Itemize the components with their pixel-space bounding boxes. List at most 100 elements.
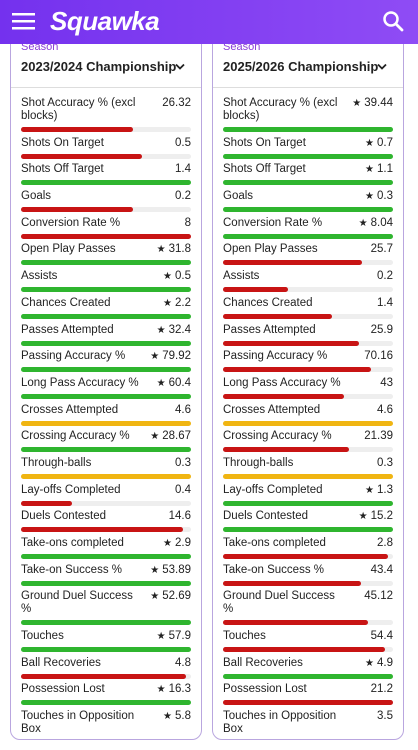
stat-line: Passes Attempted 25.9 — [223, 324, 393, 337]
stat-row: Ground Duel Success % 45.12 — [223, 590, 393, 630]
stat-list: Shot Accuracy % (excl blocks) ★ 39.44 Shots… — [223, 97, 393, 739]
bar-track — [223, 527, 393, 533]
logo[interactable]: Squawka — [50, 6, 160, 36]
stat-row: Touches ★ 57.9 — [21, 630, 191, 657]
season-label: Season — [21, 41, 59, 53]
stat-value-wrap: 25.7 — [371, 243, 393, 256]
stat-value: 31.8 — [168, 243, 191, 256]
stat-label: Through-balls — [21, 456, 92, 469]
stat-label: Assists — [21, 270, 58, 283]
stat-row: Conversion Rate % ★ 8.04 — [223, 217, 393, 244]
stat-value: 53.89 — [162, 563, 191, 576]
stat-line: Shot Accuracy % (excl blocks) ★ 39.44 — [223, 97, 393, 123]
stat-row: Through-balls 0.3 — [223, 457, 393, 484]
stat-value-wrap: ★ 0.5 — [163, 270, 191, 283]
stat-value-wrap: ★ 4.9 — [365, 657, 393, 670]
stat-label: Open Play Passes — [223, 243, 318, 256]
bar — [223, 580, 361, 586]
stat-line: Touches 54.4 — [223, 630, 393, 643]
stat-label: Ball Recoveries — [223, 656, 303, 669]
stat-label: Long Pass Accuracy % — [21, 376, 139, 389]
stat-line: Ground Duel Success % ★ 52.69 — [21, 590, 191, 616]
stat-value-wrap: ★ 8.04 — [359, 217, 393, 230]
stat-label: Goals — [21, 190, 52, 203]
stat-value-wrap: ★ 1.1 — [365, 163, 393, 176]
stat-value-wrap: 0.3 — [377, 457, 393, 470]
stat-row: Possession Lost 21.2 — [223, 683, 393, 710]
stat-row: Take-on Success % 43.4 — [223, 564, 393, 591]
bar — [21, 673, 186, 679]
stat-value: 0.7 — [377, 136, 393, 149]
stat-row: Passes Attempted 25.9 — [223, 324, 393, 351]
bar — [223, 700, 393, 706]
stat-line: Possession Lost ★ 16.3 — [21, 683, 191, 696]
stat-row: Shot Accuracy % (excl blocks) ★ 39.44 — [223, 97, 393, 137]
stat-label: Shot Accuracy % (excl blocks) — [223, 97, 338, 122]
stat-row: Lay-offs Completed ★ 1.3 — [223, 484, 393, 511]
stat-value: 79.92 — [162, 350, 191, 363]
star-icon: ★ — [358, 217, 368, 229]
bar-track — [223, 260, 393, 266]
bar-track — [21, 673, 191, 679]
star-icon: ★ — [156, 377, 166, 389]
dropdown-icon[interactable] — [175, 63, 185, 71]
stat-label: Ground Duel Success % — [223, 590, 335, 616]
stat-label: Take-on Success % — [223, 563, 324, 576]
bar-track — [223, 287, 393, 293]
stat-row: Crosses Attempted 4.6 — [21, 404, 191, 431]
stat-value-wrap: ★ 39.44 — [352, 97, 393, 110]
stat-value: 8.04 — [370, 216, 393, 229]
star-icon: ★ — [156, 244, 166, 256]
stat-value: 0.3 — [377, 456, 393, 469]
stat-label: Shots On Target — [21, 136, 104, 149]
bar-track — [21, 554, 191, 559]
stat-line: Open Play Passes 25.7 — [223, 243, 393, 256]
search-button[interactable] — [382, 10, 404, 32]
stat-line: Assists 0.2 — [223, 270, 393, 283]
stat-value: 1.4 — [175, 163, 191, 176]
stat-row: Assists ★ 0.5 — [21, 270, 191, 297]
star-icon: ★ — [150, 591, 160, 603]
bar — [223, 527, 393, 533]
season-select[interactable]: 2023/2024 Championship — [21, 59, 177, 74]
stat-row: Lay-offs Completed 0.4 — [21, 484, 191, 511]
stat-value-wrap: 26.32 — [162, 97, 191, 110]
bar — [21, 420, 191, 426]
bar-track — [21, 153, 191, 159]
bar — [223, 500, 393, 506]
stat-label: Duels Contested — [223, 510, 309, 523]
bar-track — [21, 127, 191, 132]
bar — [21, 153, 142, 159]
bar — [223, 393, 344, 399]
stat-value: 2.8 — [377, 537, 393, 549]
stat-value: 1.4 — [377, 296, 393, 309]
stat-value-wrap: ★ 79.92 — [150, 350, 191, 363]
stat-value: 57.9 — [168, 630, 191, 643]
dropdown-icon[interactable] — [377, 63, 387, 71]
stat-label: Take-ons completed — [223, 537, 326, 549]
stat-value: 0.3 — [175, 456, 191, 469]
stat-label: Goals — [223, 190, 254, 203]
stat-value: 21.2 — [370, 683, 393, 696]
bar-track — [21, 207, 191, 213]
stat-row: Ground Duel Success % ★ 52.69 — [21, 590, 191, 630]
stat-value-wrap: 0.5 — [175, 137, 191, 150]
stat-line: Chances Created ★ 2.2 — [21, 297, 191, 310]
stat-label: Through-balls — [223, 456, 294, 469]
stat-label: Touches in Opposition Box — [21, 710, 135, 736]
stat-line: Through-balls 0.3 — [223, 457, 393, 470]
stat-line: Ground Duel Success % 45.12 — [223, 590, 393, 616]
star-icon: ★ — [163, 711, 172, 723]
stat-line: Shot Accuracy % (excl blocks) 26.32 — [21, 97, 191, 123]
bar-track — [223, 554, 393, 559]
star-icon: ★ — [150, 351, 160, 363]
season-select[interactable]: 2025/2026 Championship — [223, 59, 379, 74]
bar — [223, 473, 393, 479]
stat-value: 4.8 — [175, 656, 191, 669]
stat-label: Passes Attempted — [21, 323, 114, 336]
star-icon: ★ — [163, 538, 172, 549]
stat-value-wrap: 3.5 — [377, 710, 393, 723]
stat-value: 16.3 — [168, 683, 191, 696]
menu-button[interactable] — [12, 12, 36, 32]
